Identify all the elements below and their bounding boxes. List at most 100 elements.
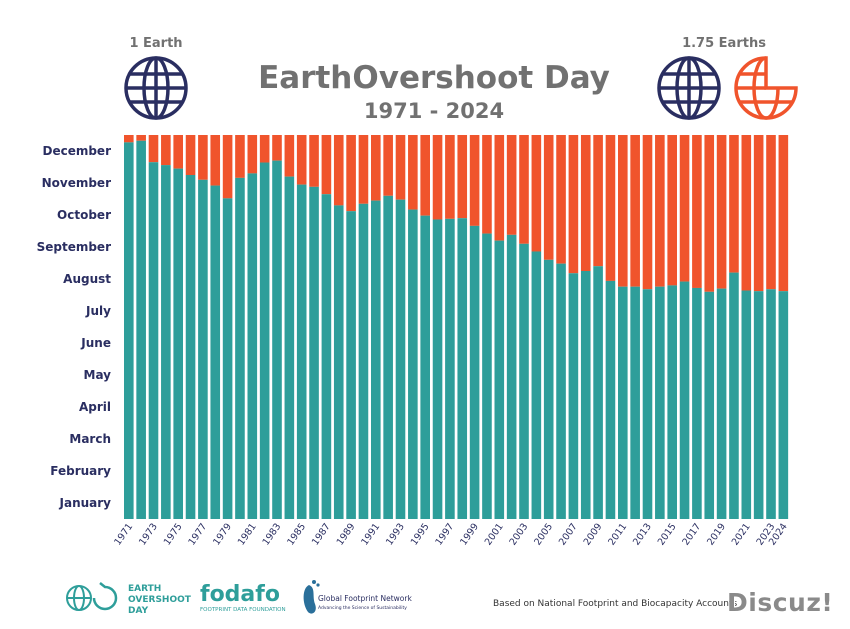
bar-within-budget-1995 <box>420 215 430 519</box>
bar-within-budget-2020 <box>729 272 739 519</box>
bar-overshoot-1989 <box>346 135 356 212</box>
bar-overshoot-1980 <box>235 135 245 178</box>
bar-within-budget-1999 <box>469 225 480 519</box>
x-tick-label: 1995 <box>409 521 432 547</box>
x-tick-label: 2015 <box>656 521 679 547</box>
bar-overshoot-1996 <box>432 135 443 220</box>
bar-overshoot-1984 <box>284 135 295 177</box>
bar-within-budget-2010 <box>605 280 616 519</box>
bar-overshoot-1986 <box>309 135 319 187</box>
x-tick-label: 1987 <box>310 521 333 547</box>
bar-within-budget-1997 <box>445 218 455 519</box>
svg-text:FOOTPRINT DATA FOUNDATION: FOOTPRINT DATA FOUNDATION <box>200 607 286 613</box>
x-tick-label: 2019 <box>705 521 728 547</box>
bar-within-budget-1988 <box>333 205 344 519</box>
bar-within-budget-1994 <box>408 209 418 519</box>
bar-within-budget-1993 <box>395 199 406 519</box>
globe-icon <box>66 585 92 611</box>
y-axis-labels: January February March April May June July Augu… <box>37 144 112 510</box>
x-tick-label: 1977 <box>186 521 209 547</box>
bar-within-budget-1991 <box>371 200 381 519</box>
bar-overshoot-2023 <box>766 135 776 290</box>
x-tick-label: 2013 <box>631 521 654 547</box>
bar-overshoot-2012 <box>630 135 640 287</box>
bar-within-budget-1976 <box>185 175 196 519</box>
bar-overshoot-1978 <box>210 135 221 186</box>
y-tick-label: January <box>59 496 112 510</box>
y-tick-label: November <box>42 176 111 190</box>
bar-overshoot-2021 <box>741 135 752 291</box>
bar-within-budget-2006 <box>556 263 566 519</box>
y-tick-label: December <box>42 144 111 158</box>
bar-within-budget-2014 <box>655 286 665 519</box>
bar-within-budget-2019 <box>716 288 727 519</box>
bar-within-budget-2013 <box>642 289 653 519</box>
bar-within-budget-2011 <box>618 286 628 519</box>
bar-overshoot-1985 <box>296 135 307 185</box>
bar-overshoot-1977 <box>198 135 208 180</box>
loop-arrow-icon <box>92 582 118 611</box>
bar-overshoot-1995 <box>420 135 430 216</box>
x-tick-label: 2009 <box>582 521 605 547</box>
bar-overshoot-1976 <box>185 135 196 175</box>
x-tick-label: 2001 <box>483 521 506 547</box>
chart-title: EarthOvershoot Day <box>258 60 610 96</box>
bar-overshoot-2007 <box>568 135 579 274</box>
y-tick-label: July <box>85 304 111 318</box>
bar-overshoot-1982 <box>259 135 270 163</box>
bar-within-budget-2003 <box>519 243 529 520</box>
global-footprint-network-logo: Global Footprint Network Advancing the S… <box>303 580 412 614</box>
svg-text:Advancing the Science of Susta: Advancing the Science of Sustainability <box>318 605 407 611</box>
bar-overshoot-1992 <box>383 135 393 196</box>
x-tick-label: 1991 <box>359 521 382 547</box>
bar-within-budget-2021 <box>741 290 752 519</box>
bar-overshoot-1983 <box>272 135 282 161</box>
bar-overshoot-1971 <box>124 135 134 143</box>
bar-overshoot-2022 <box>753 135 764 292</box>
bar-overshoot-2014 <box>655 135 665 287</box>
bar-within-budget-2002 <box>506 234 517 519</box>
bar-overshoot-1997 <box>445 135 455 219</box>
bar-within-budget-1987 <box>321 194 332 519</box>
x-tick-label: 2007 <box>557 521 580 547</box>
bar-within-budget-1985 <box>296 184 307 519</box>
bar-overshoot-2001 <box>494 135 505 241</box>
bar-within-budget-1973 <box>148 162 159 519</box>
y-tick-label: March <box>69 432 111 446</box>
bar-overshoot-2011 <box>618 135 628 287</box>
bar-within-budget-1974 <box>161 165 171 519</box>
bar-within-budget-2012 <box>630 286 640 519</box>
bar-overshoot-2019 <box>716 135 727 289</box>
bar-overshoot-2020 <box>729 135 739 273</box>
bar-overshoot-1999 <box>469 135 480 226</box>
bar-within-budget-1975 <box>173 168 183 519</box>
bar-within-budget-1990 <box>358 203 369 520</box>
svg-text:EARTH: EARTH <box>128 584 161 594</box>
x-tick-label: 1989 <box>335 521 358 547</box>
bar-overshoot-1979 <box>222 135 233 199</box>
svg-text:OVERSHOOT: OVERSHOOT <box>128 595 192 605</box>
bar-within-budget-1972 <box>136 140 146 519</box>
bar-overshoot-1994 <box>408 135 418 210</box>
bar-within-budget-2016 <box>679 281 690 519</box>
x-tick-label: 1993 <box>384 521 407 547</box>
x-tick-label: 1997 <box>433 521 456 547</box>
bar-within-budget-2018 <box>704 291 715 519</box>
bar-overshoot-2024 <box>778 135 789 292</box>
bar-overshoot-2005 <box>543 135 554 260</box>
x-tick-label: 2021 <box>730 521 753 547</box>
bar-within-budget-1981 <box>247 173 258 519</box>
svg-text:fodafo: fodafo <box>200 582 280 607</box>
bar-within-budget-1996 <box>432 219 443 520</box>
bar-within-budget-1989 <box>346 211 356 519</box>
bar-within-budget-1983 <box>272 160 282 519</box>
x-tick-label: 1999 <box>458 521 481 547</box>
x-tick-label: 1975 <box>162 521 185 547</box>
bar-within-budget-2005 <box>543 259 554 519</box>
bar-within-budget-1982 <box>259 162 270 519</box>
x-tick-label: 1981 <box>236 521 259 547</box>
bar-within-budget-2001 <box>494 240 505 519</box>
y-tick-label: May <box>84 368 112 382</box>
bar-overshoot-1987 <box>321 135 332 195</box>
